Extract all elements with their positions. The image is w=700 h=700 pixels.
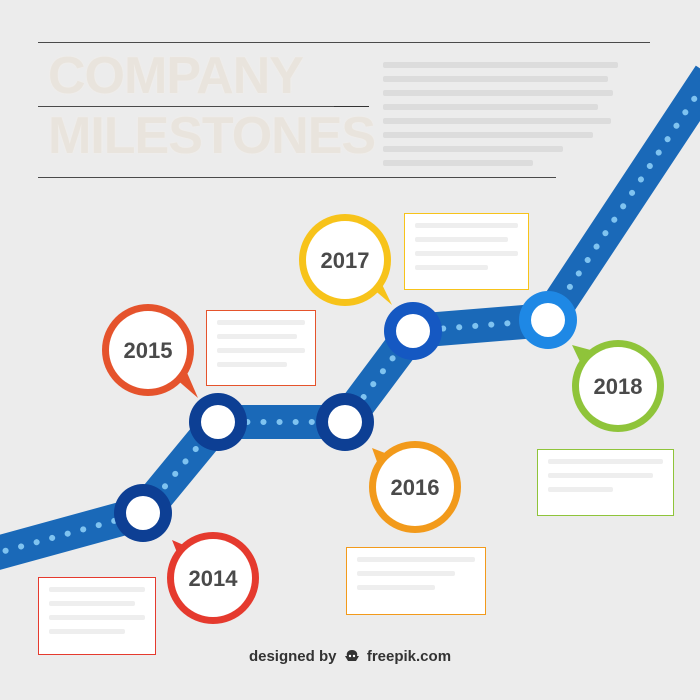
milestone-box-2018 bbox=[537, 449, 674, 516]
page-title-line2: MILESTONES bbox=[48, 107, 376, 165]
node-2016 bbox=[316, 393, 374, 451]
year-label-2014: 2014 bbox=[189, 566, 239, 591]
year-label-2017: 2017 bbox=[321, 248, 370, 273]
header-mid-rule-right bbox=[334, 106, 369, 107]
header-description-placeholder bbox=[383, 62, 618, 174]
milestone-bubble-2018: 2018 bbox=[572, 340, 664, 432]
milestone-bubble-2017: 2017 bbox=[299, 214, 392, 306]
milestone-bubble-2014: 2014 bbox=[167, 532, 259, 624]
milestone-box-2016 bbox=[346, 547, 486, 615]
node-2017 bbox=[384, 302, 442, 360]
milestone-box-2017 bbox=[404, 213, 529, 290]
year-label-2016: 2016 bbox=[391, 475, 440, 500]
milestone-box-2014 bbox=[38, 577, 156, 655]
designed-by-label: designed by bbox=[248, 648, 337, 665]
node-2014 bbox=[114, 484, 172, 542]
year-label-2018: 2018 bbox=[594, 374, 643, 399]
page-title-line1: COMPANY bbox=[48, 47, 304, 105]
milestone-bubble-2016: 2016 bbox=[369, 441, 461, 533]
node-2015 bbox=[189, 393, 247, 451]
header-top-rule bbox=[38, 42, 650, 43]
year-label-2015: 2015 bbox=[124, 338, 173, 363]
freepik-brand-link[interactable]: freepik.com bbox=[366, 648, 452, 665]
milestone-box-2015 bbox=[206, 310, 316, 386]
designed-by-credit: designed by freepik.com bbox=[0, 648, 700, 665]
header-mid-rule-left bbox=[38, 106, 334, 107]
freepik-logo-icon bbox=[344, 648, 360, 665]
header-bottom-rule bbox=[38, 177, 556, 178]
node-2018 bbox=[519, 291, 577, 349]
milestone-bubble-2015: 2015 bbox=[102, 304, 198, 398]
